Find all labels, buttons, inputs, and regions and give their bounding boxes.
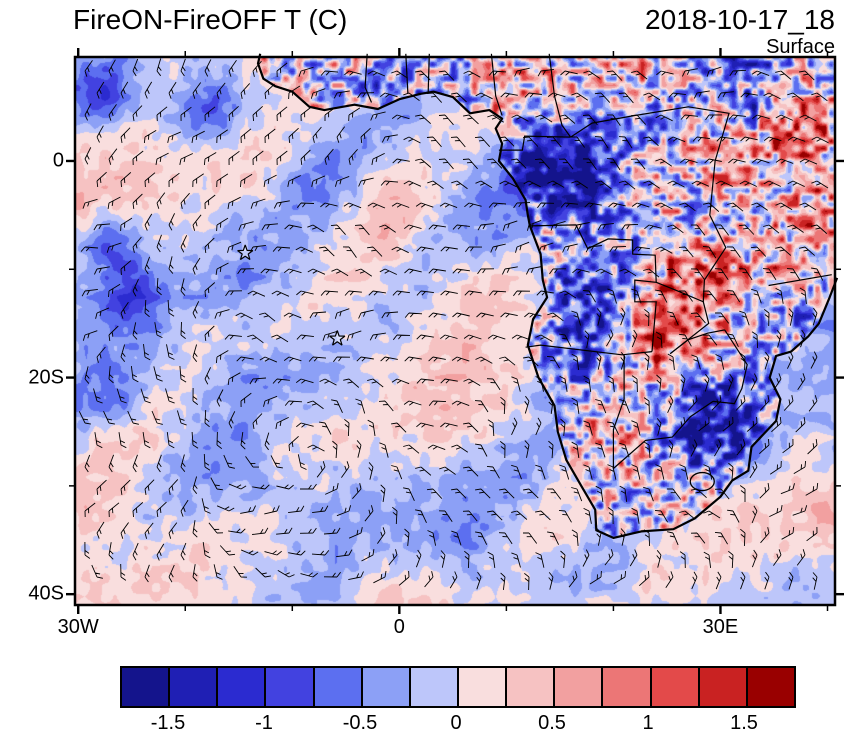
colorbar-tick-label: 1 xyxy=(642,712,654,734)
colorbar-cell xyxy=(507,668,556,706)
colorbar xyxy=(120,666,796,708)
colorbar-tick-label: -1.5 xyxy=(150,712,186,734)
colorbar-cell xyxy=(362,668,411,706)
colorbar-cell xyxy=(747,668,794,706)
colorbar-cell xyxy=(555,668,604,706)
colorbar-cell xyxy=(122,668,171,706)
colorbar-cell xyxy=(314,668,363,706)
x-tick-label: 0 xyxy=(393,616,405,638)
colorbar-tick-label: -1 xyxy=(255,712,273,734)
colorbar-tick-label: 0 xyxy=(450,712,462,734)
map-canvas xyxy=(75,57,835,605)
x-tick-label: 30E xyxy=(702,616,739,638)
plot-title: FireON-FireOFF T (C) xyxy=(73,4,348,35)
plot-timestamp: 2018-10-17_18 xyxy=(645,4,835,35)
plot-level-label: Surface xyxy=(766,36,835,58)
y-tick-label: 40S xyxy=(28,582,64,605)
colorbar-cell xyxy=(266,668,315,706)
colorbar-cell xyxy=(603,668,652,706)
colorbar-cell xyxy=(218,668,267,706)
colorbar-cell xyxy=(699,668,748,706)
colorbar-cell xyxy=(170,668,219,706)
y-tick-label: 20S xyxy=(28,366,64,389)
colorbar-cell xyxy=(458,668,508,706)
colorbar-cell xyxy=(651,668,700,706)
y-tick-label: 0 xyxy=(52,149,64,172)
x-tick-label: 30W xyxy=(57,616,99,638)
colorbar-cell xyxy=(410,668,459,706)
colorbar-tick-label: 1.5 xyxy=(730,712,758,734)
colorbar-tick-label: 0.5 xyxy=(538,712,566,734)
colorbar-tick-label: -0.5 xyxy=(342,712,378,734)
